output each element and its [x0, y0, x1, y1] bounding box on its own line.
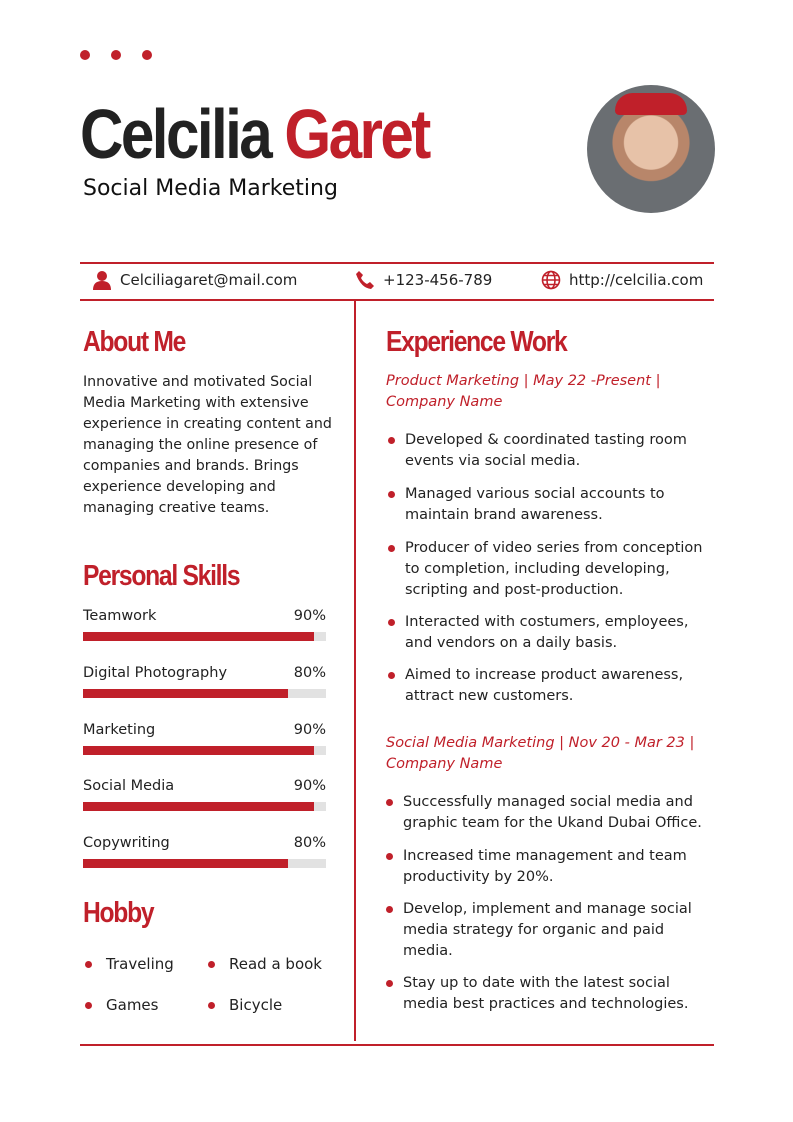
bullet-text: Developed & coordinated tasting room eve… [405, 432, 687, 469]
skill-percent: 80% [293, 835, 326, 852]
job-bullet: Stay up to date with the latest social m… [384, 973, 714, 1015]
skill-bar [83, 802, 326, 812]
bullet-text: Stay up to date with the latest social m… [403, 975, 689, 1012]
bullet-icon [386, 799, 393, 806]
about-heading: About Me [83, 326, 186, 358]
contact-website: http://celcilia.com [541, 270, 703, 290]
skill-bar-fill [83, 688, 289, 698]
divider [80, 262, 714, 264]
job-bullet: Managed various social accounts to maint… [386, 484, 716, 526]
skill-item: Marketing 90% [83, 722, 326, 755]
skill-percent: 90% [293, 778, 326, 795]
bullet-icon [388, 672, 395, 679]
bullet-text: Producer of video series from conception… [405, 540, 703, 598]
first-name: Celcilia [80, 95, 273, 173]
job-heading: Social Media Marketing | Nov 20 - Mar 23… [386, 735, 695, 772]
job-bullet: Develop, implement and manage social med… [384, 899, 714, 962]
skill-percent: 90% [293, 721, 326, 738]
column-divider [354, 301, 356, 1041]
skill-item: Digital Photography 80% [83, 665, 326, 698]
skill-bar-fill [83, 859, 289, 869]
hobby-item: Traveling [85, 955, 174, 973]
website-link[interactable]: http://celcilia.com [569, 271, 704, 289]
divider [80, 299, 714, 301]
bullet-icon [388, 437, 395, 444]
bullet-icon [85, 960, 92, 968]
bullet-text: Successfully managed social media and gr… [403, 794, 702, 831]
job-bullet: Producer of video series from conception… [386, 538, 716, 601]
decorative-dot [142, 50, 152, 60]
bullet-icon [208, 960, 215, 968]
hobby-item: Read a book [208, 955, 322, 973]
skill-item: Teamwork 90% [83, 608, 326, 641]
skill-bar [83, 745, 326, 755]
globe-icon [541, 270, 561, 290]
job-title: Social Media Marketing [83, 176, 338, 201]
bullet-icon [386, 980, 393, 987]
job-heading: Product Marketing | May 22 -Present | Co… [386, 373, 661, 410]
skills-heading: Personal Skills [83, 560, 241, 592]
contact-phone: +123-456-789 [355, 270, 492, 290]
skill-item: Social Media 90% [83, 778, 326, 812]
divider [80, 1044, 714, 1046]
skill-bar [83, 859, 326, 869]
bullet-icon [85, 1001, 92, 1009]
skill-percent: 90% [293, 608, 326, 624]
decorative-dot [80, 50, 90, 60]
profile-photo [587, 85, 715, 213]
job-bullet: Interacted with costumers, employees, an… [386, 612, 716, 654]
skill-bar-fill [83, 632, 314, 641]
bullet-icon [388, 491, 395, 498]
skill-bar [83, 688, 326, 698]
job-bullet: Increased time management and team produ… [384, 846, 714, 888]
job-bullet: Successfully managed social media and gr… [384, 792, 714, 834]
person-icon [93, 271, 111, 290]
skill-item: Copywriting 80% [83, 835, 326, 869]
hobby-item: Games [85, 996, 158, 1014]
skill-name: Marketing [83, 721, 156, 738]
experience-heading: Experience Work [386, 326, 568, 358]
last-name: Garet [284, 95, 431, 173]
phone-icon [356, 271, 374, 289]
hobby-label: Games [106, 996, 159, 1014]
bullet-icon [388, 545, 395, 552]
hobby-label: Bicycle [229, 996, 283, 1014]
skill-bar-fill [83, 745, 314, 755]
phone-text: +123-456-789 [383, 271, 493, 289]
contact-email: Celciliagaret@mail.com [92, 270, 297, 290]
full-name: Celcilia Garet [80, 92, 431, 176]
skill-name: Teamwork [83, 608, 157, 624]
bullet-text: Managed various social accounts to maint… [405, 486, 665, 523]
skill-percent: 80% [293, 664, 326, 681]
bullet-icon [388, 619, 395, 626]
hobby-item: Bicycle [208, 996, 282, 1014]
email-text: Celciliagaret@mail.com [120, 271, 298, 289]
skill-name: Digital Photography [83, 664, 228, 681]
bullet-icon [208, 1001, 215, 1009]
hobby-label: Read a book [229, 955, 322, 973]
hobby-label: Traveling [106, 955, 174, 973]
bullet-icon [386, 906, 393, 913]
about-text: Innovative and motivated Social Media Ma… [83, 374, 332, 516]
hobby-heading: Hobby [83, 897, 155, 929]
bullet-text: Interacted with costumers, employees, an… [405, 614, 689, 651]
job-bullet: Developed & coordinated tasting room eve… [386, 430, 716, 472]
skill-bar [83, 632, 326, 641]
bullet-text: Develop, implement and manage social med… [403, 901, 692, 959]
bullet-icon [386, 853, 393, 860]
skill-bar-fill [83, 802, 314, 812]
job-bullet: Aimed to increase product awareness, att… [386, 665, 716, 707]
skill-name: Copywriting [83, 835, 170, 852]
skill-name: Social Media [83, 778, 175, 795]
bullet-text: Increased time management and team produ… [403, 848, 687, 885]
bullet-text: Aimed to increase product awareness, att… [405, 667, 684, 704]
decorative-dot [111, 50, 121, 60]
